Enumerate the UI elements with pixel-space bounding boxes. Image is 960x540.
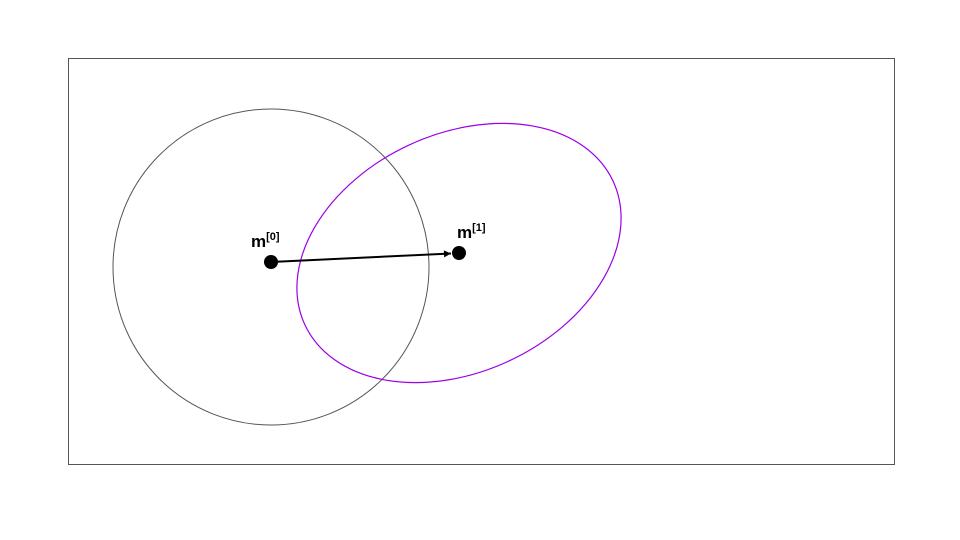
label-m1: m[1] <box>457 222 486 242</box>
label-m0-superscript: [0] <box>266 231 280 243</box>
distribution-circle-m0 <box>112 108 430 426</box>
label-m1-superscript: [1] <box>472 222 486 234</box>
label-m0: m[0] <box>251 231 280 251</box>
shift-arrow <box>270 250 452 263</box>
point-m0 <box>264 255 278 269</box>
label-m1-base: m <box>457 223 472 242</box>
diagram-frame <box>68 58 895 465</box>
point-m1 <box>452 246 466 260</box>
label-m0-base: m <box>251 232 266 251</box>
distribution-ellipse-m1 <box>296 122 622 384</box>
